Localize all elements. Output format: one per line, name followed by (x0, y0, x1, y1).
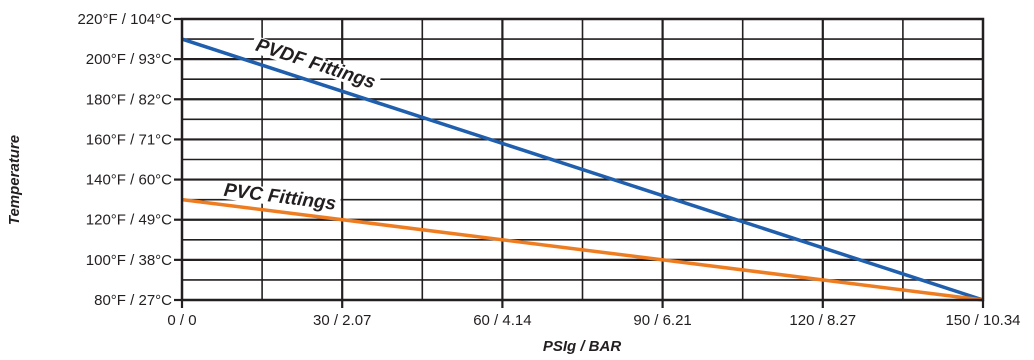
ticks: 0 / 0 30 / 2.07 60 / 4.14 90 / 6.21 120 / 8.… (77, 11, 1020, 329)
y-axis-title: Temperature (6, 135, 23, 225)
label-background (249, 35, 382, 93)
x-tick-label: 0 / 0 (167, 312, 196, 329)
y-tick-label: 220°F / 104°C (77, 11, 172, 28)
x-tick-label: 90 / 6.21 (633, 312, 691, 329)
y-tick-label: 140°F / 60°C (86, 172, 172, 189)
series-lines (181, 37, 984, 302)
y-tick-label: 180°F / 82°C (86, 91, 172, 108)
label-background (218, 181, 341, 214)
x-tick-label: 150 / 10.34 (945, 312, 1020, 329)
pvc-series-line (181, 197, 984, 302)
plot-border (180, 17, 985, 302)
pvdf-series-line (181, 37, 984, 302)
pvc-label-group: PVC Fittings (218, 180, 341, 215)
y-tick-label: 160°F / 71°C (86, 131, 172, 148)
x-tick-label: 30 / 2.07 (313, 312, 371, 329)
plot-frame (180, 17, 985, 302)
grid (182, 19, 983, 300)
x-tick-label: 120 / 8.27 (789, 312, 856, 329)
pvc-series-label: PVC Fittings (223, 180, 338, 215)
x-axis-title: PSIg / BAR (543, 338, 622, 355)
y-tick-label: 120°F / 49°C (86, 212, 172, 229)
pvdf-label-group: PVDF Fittings (249, 35, 382, 94)
y-tick-label: 80°F / 27°C (94, 292, 172, 309)
x-tick-label: 60 / 4.14 (473, 312, 531, 329)
y-tick-label: 200°F / 93°C (86, 51, 172, 68)
series-labels: PVDF Fittings PVC Fittings (218, 35, 382, 215)
y-tick-label: 100°F / 38°C (86, 252, 172, 269)
pvdf-series-label: PVDF Fittings (253, 35, 378, 94)
